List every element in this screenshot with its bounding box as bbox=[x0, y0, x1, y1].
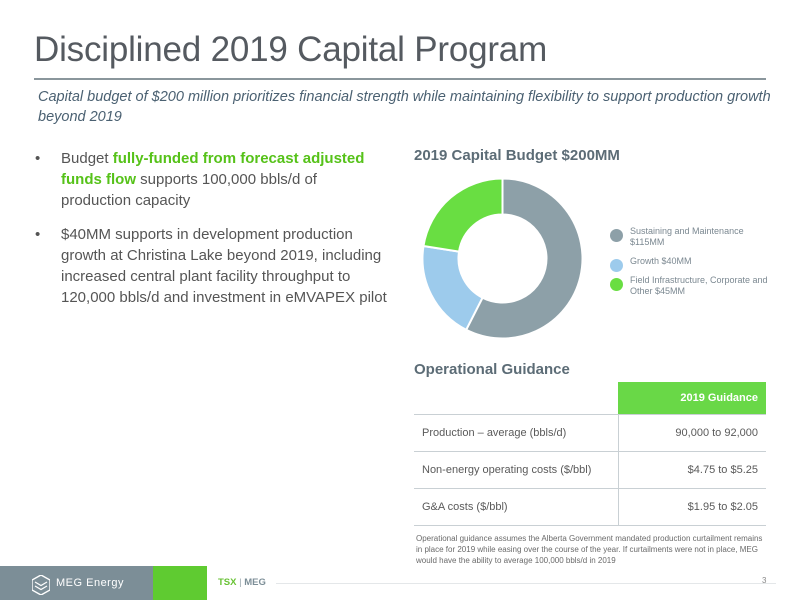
bullet-item-growth: • $40MM supports in development producti… bbox=[32, 224, 387, 308]
chart-title: 2019 Capital Budget $200MM bbox=[414, 147, 620, 164]
title-divider bbox=[34, 78, 766, 80]
bullet-list: • Budget fully-funded from forecast adju… bbox=[32, 148, 387, 321]
bullet-highlight: fully-funded from forecast adjusted fund… bbox=[61, 150, 365, 188]
bullet-text-pre: Budget bbox=[61, 150, 113, 167]
guidance-footnote: Operational guidance assumes the Alberta… bbox=[416, 534, 763, 565]
table-row: Production – average (bbls/d) 90,000 to … bbox=[414, 414, 766, 452]
table-header-blank bbox=[414, 382, 618, 415]
company-logo-text: MEG Energy bbox=[56, 577, 124, 589]
chart-legend: Sustaining and Maintenance $115MM Growth… bbox=[610, 226, 780, 305]
slide-title: Disciplined 2019 Capital Program bbox=[34, 30, 548, 69]
table-row: Non-energy operating costs ($/bbl) $4.75… bbox=[414, 451, 766, 489]
row-value: $1.95 to $2.05 bbox=[617, 488, 766, 526]
meg-logo-icon bbox=[32, 575, 50, 595]
operational-guidance-title: Operational Guidance bbox=[414, 361, 570, 378]
footer-logo-band bbox=[0, 566, 153, 600]
ticker-separator: | bbox=[239, 577, 242, 588]
donut-slice-field-infrastructure bbox=[422, 177, 504, 253]
legend-label: Field Infrastructure, Corporate and Othe… bbox=[630, 275, 768, 296]
donut-slice-growth bbox=[421, 244, 484, 332]
ticker-exchange: TSX bbox=[218, 577, 237, 588]
table-header-2019-guidance: 2019 Guidance bbox=[618, 382, 766, 415]
table-row: G&A costs ($/bbl) $1.95 to $2.05 bbox=[414, 488, 766, 526]
stock-ticker: TSX | MEG bbox=[218, 577, 266, 588]
legend-item-field-infrastructure: Field Infrastructure, Corporate and Othe… bbox=[610, 275, 780, 297]
bullet-text: $40MM supports in development production… bbox=[61, 226, 387, 306]
footer-accent-band bbox=[153, 566, 207, 600]
operational-guidance-table: 2019 Guidance Production – average (bbls… bbox=[414, 382, 766, 526]
bullet-marker: • bbox=[35, 226, 41, 243]
row-label: G&A costs ($/bbl) bbox=[414, 488, 618, 526]
ticker-symbol: MEG bbox=[244, 577, 266, 588]
capital-budget-donut-chart bbox=[421, 177, 584, 340]
row-value: $4.75 to $5.25 bbox=[617, 451, 766, 489]
donut-slice-sustaining bbox=[464, 177, 584, 340]
bullet-item-funding: • Budget fully-funded from forecast adju… bbox=[32, 148, 387, 211]
legend-item-growth: Growth $40MM bbox=[610, 256, 780, 272]
bullet-text-post: supports 100,000 bbls/d of production ca… bbox=[61, 171, 317, 209]
legend-swatch bbox=[610, 278, 623, 291]
legend-label: Sustaining and Maintenance $115MM bbox=[630, 226, 744, 247]
bullet-marker: • bbox=[35, 150, 41, 167]
legend-swatch bbox=[610, 229, 623, 242]
footer-divider bbox=[276, 583, 776, 584]
row-label: Production – average (bbls/d) bbox=[414, 414, 618, 452]
row-label: Non-energy operating costs ($/bbl) bbox=[414, 451, 618, 489]
legend-swatch bbox=[610, 259, 623, 272]
page-number: 3 bbox=[762, 576, 767, 585]
row-value: 90,000 to 92,000 bbox=[617, 414, 766, 452]
legend-label: Growth $40MM bbox=[630, 256, 692, 266]
slide-subtitle: Capital budget of $200 million prioritiz… bbox=[38, 89, 771, 125]
legend-item-sustaining: Sustaining and Maintenance $115MM bbox=[610, 226, 780, 248]
table-header-row: 2019 Guidance bbox=[414, 382, 766, 415]
